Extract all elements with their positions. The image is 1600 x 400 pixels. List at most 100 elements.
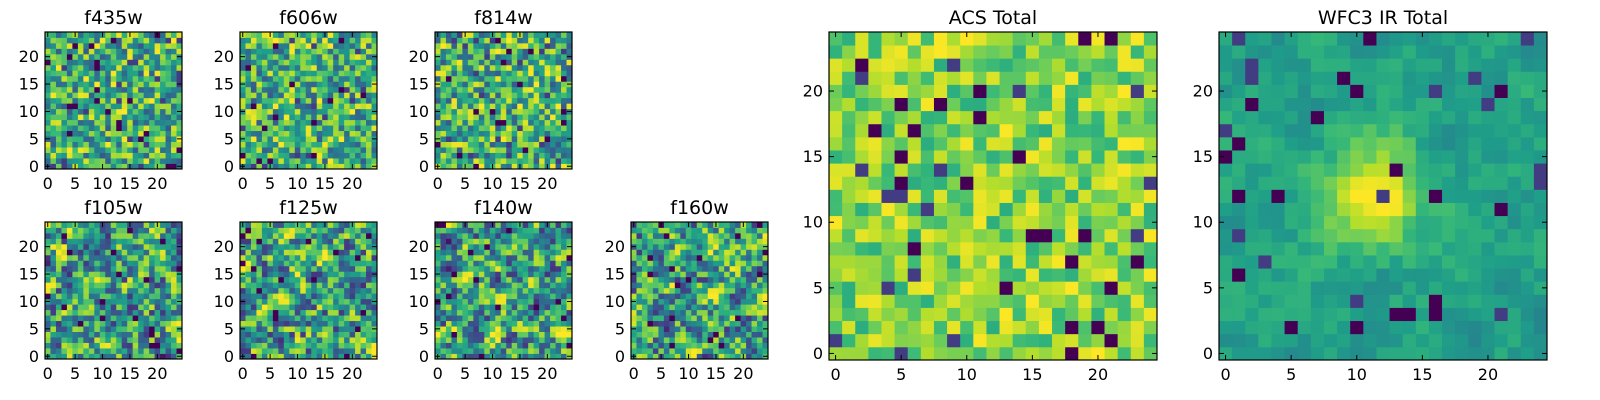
heatmap-cell	[467, 320, 474, 327]
heatmap-cell	[495, 37, 502, 44]
heatmap-cell	[311, 42, 318, 49]
heatmap-cell	[506, 276, 513, 283]
heatmap-cell	[478, 125, 485, 132]
heatmap-cell	[1012, 241, 1027, 256]
heatmap-cell	[933, 307, 948, 322]
heatmap-cell	[344, 265, 350, 272]
heatmap-cell	[88, 158, 95, 164]
heatmap-cell	[94, 86, 101, 93]
heatmap-cell	[462, 37, 469, 44]
heatmap-cell	[250, 75, 257, 82]
heatmap-cell	[366, 298, 372, 305]
heatmap-cell	[652, 320, 659, 327]
heatmap-cell	[338, 348, 345, 354]
heatmap-cell	[757, 309, 763, 316]
heatmap-cell	[707, 222, 714, 228]
heatmap-cell	[544, 249, 551, 256]
heatmap-cell	[116, 265, 123, 272]
heatmap-cell	[66, 108, 73, 115]
heatmap-cell	[165, 222, 172, 228]
heatmap-cell	[311, 130, 318, 137]
heatmap-cell	[478, 92, 485, 99]
heatmap-cell	[435, 254, 441, 261]
heatmap-cell	[289, 59, 296, 66]
heatmap-cell	[500, 136, 507, 142]
heatmap-cell	[539, 315, 545, 322]
heatmap-cell	[456, 152, 463, 159]
heatmap-cell	[289, 163, 296, 170]
heatmap-cell	[88, 48, 95, 55]
heatmap-cell	[371, 337, 378, 343]
heatmap-cell	[45, 152, 51, 159]
heatmap-cell	[539, 287, 545, 294]
heatmap-cell	[451, 320, 458, 327]
heatmap-cell	[451, 353, 458, 360]
heatmap-cell	[371, 320, 378, 327]
heatmap-cell	[528, 130, 535, 137]
heatmap-cell	[45, 103, 51, 110]
heatmap-cell	[511, 136, 518, 142]
heatmap-cell	[322, 282, 329, 289]
heatmap-cell	[478, 97, 485, 104]
heatmap-cell	[539, 243, 545, 250]
heatmap-cell	[561, 243, 567, 250]
heatmap-cell	[751, 232, 758, 239]
heatmap-cell	[680, 298, 687, 305]
heatmap-cell	[489, 64, 496, 71]
heatmap-cell	[855, 346, 869, 361]
heatmap-cell	[88, 353, 95, 360]
heatmap-cell	[360, 337, 367, 343]
heatmap-cell	[1130, 294, 1145, 308]
heatmap-cell	[550, 136, 556, 142]
heatmap-cell	[641, 304, 648, 311]
heatmap-cell	[440, 108, 447, 115]
heatmap-cell	[533, 59, 540, 66]
heatmap-cell	[550, 114, 556, 121]
heatmap-cell	[702, 265, 709, 272]
heatmap-cell	[165, 249, 172, 256]
heatmap-cell	[127, 243, 134, 250]
heatmap-cell	[528, 75, 535, 82]
heatmap-cell	[456, 293, 463, 300]
heatmap-cell	[322, 37, 329, 44]
heatmap-cell	[718, 342, 725, 349]
heatmap-cell	[349, 320, 356, 327]
heatmap-cell	[127, 326, 134, 332]
heatmap-cell	[300, 227, 307, 234]
heatmap-cell	[478, 265, 485, 272]
heatmap-cell	[176, 238, 183, 245]
heatmap-cell	[1025, 163, 1040, 177]
heatmap-cell	[333, 97, 340, 104]
heatmap-cell	[445, 108, 452, 115]
heatmap-cell	[278, 108, 285, 115]
heatmap-cell	[555, 227, 562, 234]
heatmap-cell	[366, 309, 372, 316]
heatmap-cell	[55, 141, 62, 148]
heatmap-cell	[66, 125, 73, 132]
heatmap-cell	[240, 315, 246, 322]
heatmap-cell	[94, 81, 101, 88]
y-tick-label: 0	[224, 157, 234, 176]
heatmap-cell	[1091, 176, 1105, 190]
heatmap-cell	[440, 70, 447, 77]
heatmap-cell	[1038, 281, 1053, 295]
heatmap-cell	[467, 276, 474, 283]
heatmap-cell	[349, 86, 356, 93]
heatmap-cell	[881, 333, 895, 348]
heatmap-cell	[311, 232, 318, 239]
heatmap-cell	[110, 254, 117, 261]
heatmap-cell	[685, 265, 692, 272]
heatmap-cell	[511, 48, 518, 55]
heatmap-cell	[240, 158, 246, 164]
heatmap-cell	[495, 260, 502, 267]
heatmap-cell	[50, 276, 57, 283]
heatmap-cell	[517, 75, 524, 82]
heatmap-cell	[349, 337, 356, 343]
heatmap-cell	[451, 304, 458, 311]
heatmap-cell	[511, 81, 518, 88]
heatmap-cell	[550, 271, 556, 278]
heatmap-cell	[165, 337, 172, 343]
heatmap-cell	[55, 348, 62, 354]
heatmap-cell	[360, 298, 367, 305]
